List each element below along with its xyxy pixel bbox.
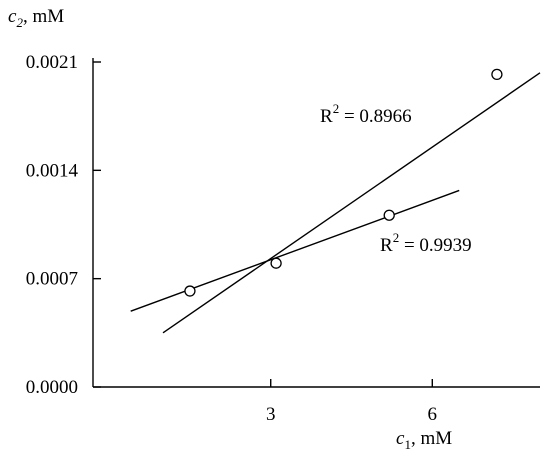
data-point [184, 285, 196, 297]
y-axis-label-unit: , mM [23, 6, 64, 27]
x-tick-label: 3 [266, 404, 276, 425]
svg-text:c2, mM: c2, mM [8, 6, 64, 30]
fit-annotation-upper: R2 = 0.8966 [320, 101, 412, 127]
fit-line-steep [162, 72, 541, 334]
fit-annotation-lower: R2 = 0.9939 [380, 230, 472, 256]
y-axis-label: c2, mM [8, 6, 64, 30]
x-axis-label-var: c [396, 428, 405, 449]
fit-annotation-lower-exp: 2 [393, 230, 400, 245]
x-axis-label-unit: , mM [411, 428, 452, 449]
axes: 0.0000 0.0007 0.0014 0.0021 3 6 [26, 52, 540, 425]
x-axis-label: c1, mM [396, 428, 452, 452]
fit-annotation-lower-base: R [380, 235, 393, 256]
x-axis-label-sub: 1 [404, 437, 411, 452]
svg-text:R2 = 0.8966: R2 = 0.8966 [320, 101, 412, 127]
svg-text:R2 = 0.9939: R2 = 0.9939 [380, 230, 472, 256]
x-tick-label: 6 [428, 404, 438, 425]
fit-annotation-upper-exp: 2 [333, 101, 340, 116]
y-tick-label: 0.0000 [26, 377, 78, 398]
data-point [270, 257, 282, 269]
data-point [491, 68, 503, 81]
data-points [184, 68, 503, 297]
data-point [383, 209, 395, 221]
fit-annotation-upper-base: R [320, 106, 333, 127]
y-tick-label: 0.0007 [26, 269, 78, 290]
y-axis-label-var: c [8, 6, 17, 27]
y-tick-label: 0.0014 [26, 160, 79, 181]
y-tick-label: 0.0021 [26, 52, 78, 73]
y-axis-label-sub: 2 [16, 15, 23, 30]
svg-text:c1, mM: c1, mM [396, 428, 452, 452]
fit-annotation-lower-value: = 0.9939 [399, 235, 471, 256]
fit-annotation-upper-value: = 0.8966 [339, 106, 411, 127]
